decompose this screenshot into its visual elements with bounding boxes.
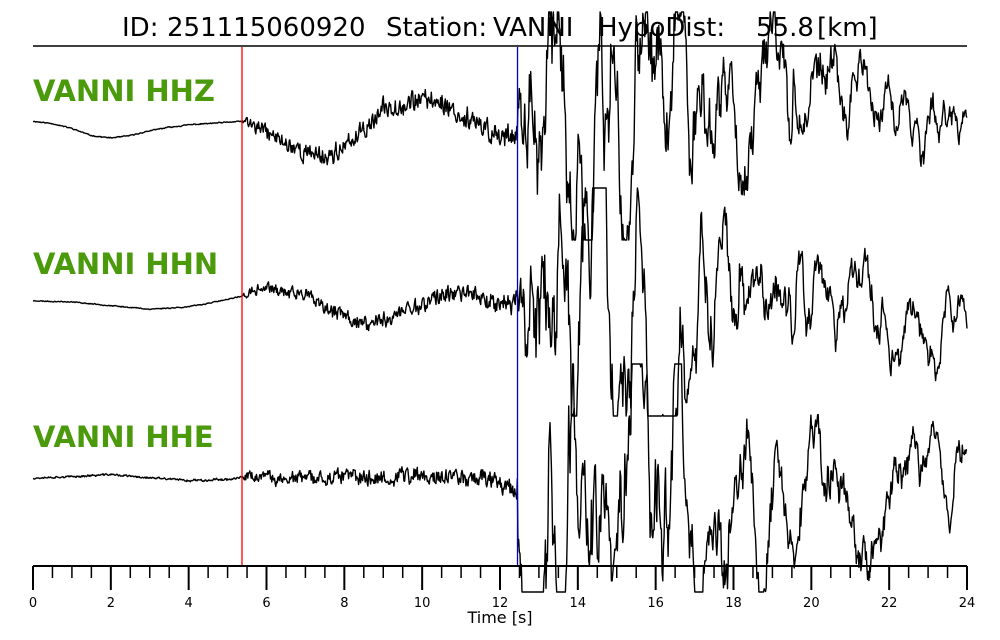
tick-label: 12: [492, 596, 509, 611]
tick-label: 0: [29, 596, 37, 611]
tick-label: 24: [959, 596, 976, 611]
hypodist-unit: [km]: [817, 13, 878, 43]
hypodist-label: HypoDist:: [598, 13, 725, 43]
trace-hhe: [32, 363, 968, 593]
channel-label-hhn: VANNI HHN: [33, 247, 218, 281]
event-id-value: 251115060920: [167, 13, 366, 43]
channel-label-hhz: VANNI HHZ: [33, 74, 215, 108]
x-axis-label: Time [s]: [466, 608, 532, 627]
trace-hhz: [32, 11, 968, 241]
tick-label: 4: [185, 596, 193, 611]
tick-label: 6: [262, 596, 270, 611]
channel-label-hhe: VANNI HHE: [33, 420, 214, 454]
tick-label: 10: [414, 596, 431, 611]
tick-label: 22: [881, 596, 898, 611]
tick-label: 2: [107, 596, 115, 611]
time-axis: 0 2 4 6 8 10 12 14 16 18 20 22 24: [29, 565, 976, 611]
tick-label: 8: [340, 596, 348, 611]
station-value: VANNI: [493, 13, 573, 43]
tick-label: 16: [647, 596, 664, 611]
station-label: Station:: [386, 13, 487, 43]
tick-label: 14: [570, 596, 587, 611]
trace-hhn: [32, 187, 968, 417]
tick-label: 20: [803, 596, 820, 611]
event-id-label: ID:: [122, 13, 158, 43]
tick-label: 18: [725, 596, 742, 611]
hypodist-value: 55.8: [756, 13, 814, 43]
figure-title: ID: 251115060920 Station: VANNI HypoDist…: [122, 13, 878, 43]
